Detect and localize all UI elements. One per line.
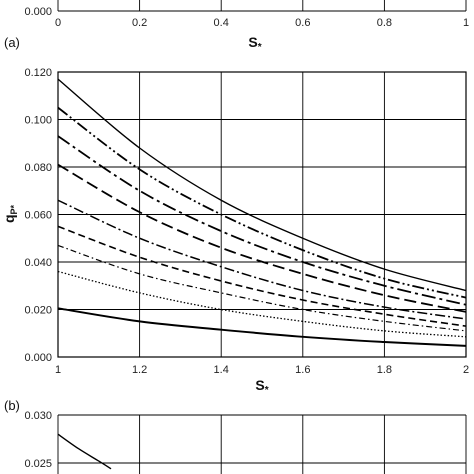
panel-a-x-tick-labels: 1 1.2 1.4 1.6 1.8 2 — [55, 364, 469, 376]
panel-b-grid — [58, 415, 466, 474]
panel-a-series-line — [57, 270, 467, 338]
panel-a-series-line — [57, 225, 467, 327]
panel-a: 0.000 0.020 0.040 0.060 0.080 0.100 0.120 1 1.2… — [1, 67, 469, 413]
panel-a-y-tick: 0.020 — [24, 305, 52, 317]
panel-a-series-line — [57, 163, 467, 313]
panel-a-x-tick: 2 — [463, 364, 469, 376]
top-panel-x-tick: 1 — [463, 17, 469, 29]
panel-a-x-tick: 1.4 — [214, 364, 229, 376]
panel-a-x-tick: 1.8 — [377, 364, 392, 376]
panel-b-y-tick-labels: 0.030 0.025 — [24, 410, 52, 470]
top-panel-x-tick-labels: 0 0.2 0.4 0.6 0.8 1 — [55, 17, 469, 29]
panel-b-y-tick: 0.025 — [24, 458, 52, 470]
panel-a-x-tick: 1 — [55, 364, 61, 376]
panel-b-series-line — [57, 433, 112, 470]
panel-a-series-line — [57, 78, 467, 292]
top-panel-x-tick: 0.6 — [295, 17, 310, 29]
panel-a-x-axis-label: S* — [255, 377, 268, 396]
panel-a-y-tick: 0.100 — [24, 115, 52, 127]
panel-label-b: (b) — [4, 398, 20, 413]
top-panel-x-tick: 0.8 — [377, 17, 392, 29]
top-panel-vertical-grid — [139, 0, 385, 11]
panel-a-grid — [58, 72, 466, 357]
panel-label-a: (a) — [4, 35, 20, 50]
top-panel-x-tick: 0 — [55, 17, 61, 29]
panel-a-y-tick: 0.120 — [24, 67, 52, 79]
top-panel-x-tick: 0.2 — [132, 17, 147, 29]
panel-a-y-axis-label: qP* — [1, 204, 19, 223]
panel-a-series-line — [57, 135, 467, 306]
panel-a-y-tick: 0.060 — [24, 210, 52, 222]
panel-a-y-tick: 0.080 — [24, 162, 52, 174]
panel-b: 0.030 0.025 — [24, 410, 467, 474]
panel-a-x-tick: 1.6 — [295, 364, 310, 376]
panel-a-frame — [57, 71, 467, 358]
panel-a-series-line — [57, 199, 467, 320]
panel-a-series-line — [57, 106, 467, 299]
panel-a-y-tick-labels: 0.000 0.020 0.040 0.060 0.080 0.100 0.120 — [24, 67, 52, 364]
panel-a-y-tick: 0.000 — [24, 352, 52, 364]
panel-b-y-tick: 0.030 — [24, 410, 52, 422]
panel-a-series-line — [57, 307, 467, 347]
top-panel: 0.000 0 0.2 0.4 0.6 0.8 1 S* (a) — [4, 0, 469, 53]
top-panel-y-tick-label: 0.000 — [24, 6, 52, 18]
panel-a-series-line — [57, 244, 467, 332]
panel-a-x-tick: 1.2 — [132, 364, 147, 376]
top-panel-x-tick: 0.4 — [214, 17, 229, 29]
panel-a-y-tick: 0.040 — [24, 257, 52, 269]
panel-a-curves — [57, 78, 467, 347]
top-panel-x-axis-label: S* — [248, 34, 261, 53]
panel-b-curves — [57, 433, 112, 470]
